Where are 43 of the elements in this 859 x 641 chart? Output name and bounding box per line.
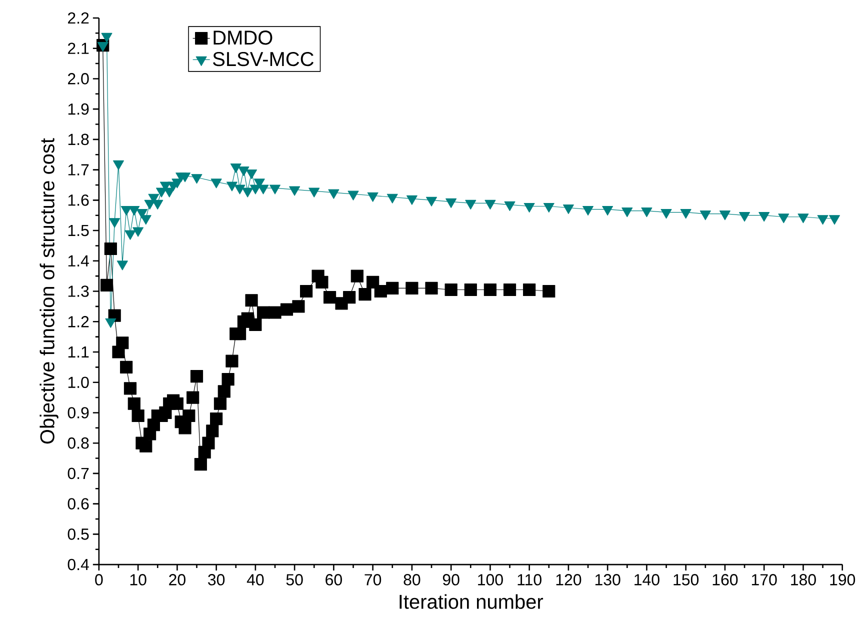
x-tick-label: 140 — [634, 574, 660, 586]
y-tick-label: 0.8 — [68, 437, 89, 449]
y-tick-label: 2.0 — [68, 72, 89, 84]
y-tick-label: 0.4 — [68, 558, 89, 570]
y-tick-label: 1.8 — [68, 134, 89, 145]
y-tick-label: 1.0 — [68, 376, 89, 388]
y-tick-label: 0.5 — [68, 528, 89, 540]
x-axis-title: Iteration number — [400, 594, 544, 609]
y-tick-label: 1.1 — [68, 346, 89, 358]
x-tick-label: 30 — [208, 574, 225, 586]
x-tick-label: 180 — [791, 574, 816, 586]
y-tick-label: 0.6 — [68, 498, 89, 510]
y-tick-label: 0.7 — [68, 468, 89, 479]
x-tick-label: 80 — [404, 574, 420, 586]
y-tick-label: 2.2 — [68, 12, 89, 24]
y-tick-label: 1.4 — [68, 255, 89, 266]
x-tick-label: 90 — [442, 574, 460, 586]
y-tick-label: 2.1 — [68, 42, 89, 54]
x-tick-label: 170 — [752, 574, 777, 586]
x-tick-label: 40 — [246, 574, 264, 586]
x-tick-label: 160 — [712, 574, 738, 586]
y-tick-label: 1.6 — [68, 194, 89, 206]
x-tick-label: 50 — [286, 574, 303, 586]
y-tick-label: 1.2 — [68, 316, 89, 327]
x-tick-label: 100 — [478, 574, 503, 586]
x-tick-label: 130 — [595, 574, 620, 586]
y-axis-title: Objective function of structure cost — [40, 138, 58, 444]
x-tick-label: 110 — [518, 574, 542, 586]
y-tick-label: 1.5 — [68, 224, 89, 236]
x-tick-label: 70 — [364, 574, 382, 586]
y-tick-label: 0.9 — [68, 406, 89, 418]
y-tick-label: 1.7 — [68, 164, 89, 176]
y-tick-label: 1.9 — [68, 103, 89, 114]
x-tick-label: 150 — [674, 574, 699, 586]
x-tick-label: 60 — [326, 574, 342, 586]
legend-label: DMDO — [214, 30, 272, 44]
x-tick-label: 190 — [830, 574, 856, 586]
x-tick-label: 10 — [130, 574, 146, 586]
x-tick-label: 20 — [169, 574, 186, 586]
x-tick-label: 120 — [556, 574, 582, 586]
x-tick-label: 0 — [95, 574, 103, 586]
y-tick-label: 1.3 — [68, 285, 89, 297]
legend-label: SLSV-MCC — [213, 52, 314, 66]
